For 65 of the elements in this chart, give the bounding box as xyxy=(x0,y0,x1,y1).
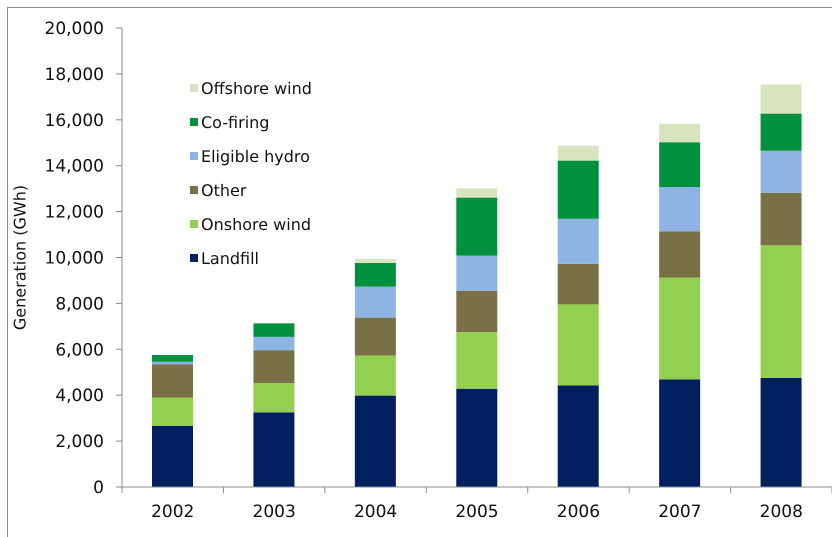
x-tick-label: 2002 xyxy=(151,502,194,522)
bar xyxy=(760,192,802,246)
bar xyxy=(456,256,498,291)
bar xyxy=(456,188,498,198)
x-tick-label: 2008 xyxy=(760,502,803,522)
bar xyxy=(152,364,193,398)
legend-label: Co-firing xyxy=(201,112,270,132)
bar xyxy=(558,218,599,264)
bar xyxy=(354,396,396,487)
bar xyxy=(659,142,700,188)
x-tick-label: 2003 xyxy=(252,502,296,522)
bar xyxy=(760,378,802,487)
bar xyxy=(760,150,802,193)
y-tick-label: 2,000 xyxy=(55,432,104,452)
bar xyxy=(558,385,599,487)
legend-label: Offshore wind xyxy=(201,78,312,98)
bar xyxy=(659,124,700,142)
y-tick-label: 0 xyxy=(93,478,104,498)
bar xyxy=(760,114,802,151)
bar xyxy=(354,259,396,264)
bar xyxy=(152,397,193,426)
bar xyxy=(659,379,700,487)
bar xyxy=(354,355,396,396)
y-axis-title: Generation (GWh) xyxy=(10,184,30,330)
bar xyxy=(253,336,294,350)
bar xyxy=(456,388,498,487)
bar xyxy=(253,412,294,487)
bar xyxy=(558,264,599,304)
bar xyxy=(456,290,498,332)
y-tick-label: 18,000 xyxy=(44,64,104,85)
y-tick-label: 16,000 xyxy=(44,110,104,131)
y-tick-label: 4,000 xyxy=(55,386,104,406)
y-tick-label: 6,000 xyxy=(55,340,104,360)
bar xyxy=(152,362,193,364)
bar xyxy=(354,263,396,287)
bar xyxy=(659,187,700,232)
bar xyxy=(456,198,498,256)
bar xyxy=(558,304,599,386)
x-tick-label: 2004 xyxy=(354,502,398,522)
bar xyxy=(456,332,498,389)
bar xyxy=(558,160,599,219)
x-tick-label: 2005 xyxy=(455,502,499,522)
legend-label: Eligible hydro xyxy=(201,146,310,166)
x-tick-label: 2006 xyxy=(556,502,600,522)
bar xyxy=(253,350,294,384)
y-tick-label: 20,000 xyxy=(44,19,104,40)
bar xyxy=(760,84,802,114)
y-tick-label: 14,000 xyxy=(44,156,104,177)
bar xyxy=(659,277,700,380)
bar xyxy=(760,245,802,378)
y-tick-label: 8,000 xyxy=(55,294,104,314)
y-tick-label: 10,000 xyxy=(44,248,104,269)
bar xyxy=(152,426,193,487)
bar xyxy=(354,286,396,318)
bar xyxy=(253,323,294,337)
bar xyxy=(253,383,294,412)
bar xyxy=(354,318,396,356)
bar xyxy=(659,231,700,278)
y-tick-label: 12,000 xyxy=(44,202,104,223)
bar xyxy=(152,355,193,362)
x-tick-label: 2007 xyxy=(658,502,702,522)
legend-label: Landfill xyxy=(201,248,259,268)
legend-label: Onshore wind xyxy=(201,214,311,234)
bar xyxy=(558,146,599,161)
legend-label: Other xyxy=(201,180,246,200)
